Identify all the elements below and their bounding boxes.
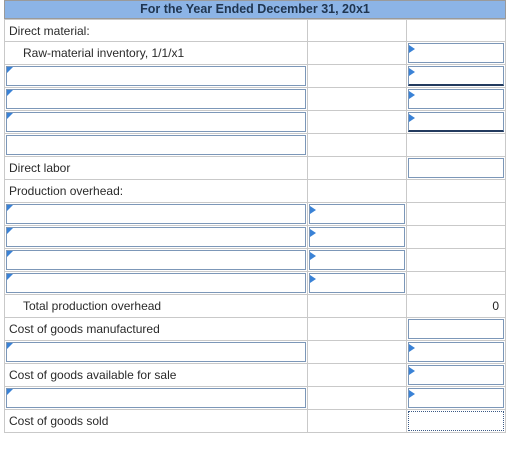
dropdown-marker-icon (7, 343, 13, 349)
dropdown-marker-icon (7, 274, 13, 280)
row-cost-of-goods-available: Cost of goods available for sale (4, 364, 506, 387)
material-entry-3-select[interactable] (6, 112, 306, 132)
row-cost-of-goods-manufactured: Cost of goods manufactured (4, 318, 506, 341)
row-material-entry-2 (4, 88, 506, 111)
row-raw-material-inventory: Raw-material inventory, 1/1/x1 (4, 42, 506, 65)
finished-goods-entry-2-amount-input[interactable] (408, 388, 504, 408)
row-total-production-overhead: Total production overhead 0 (4, 295, 506, 318)
dropdown-marker-icon (7, 113, 13, 119)
cost-of-goods-schedule: Direct material: Raw-material inventory,… (4, 19, 506, 433)
row-finished-goods-entry-1 (4, 341, 506, 364)
dropdown-marker-icon (409, 344, 415, 352)
raw-material-inventory-label: Raw-material inventory, 1/1/x1 (23, 46, 185, 60)
statement-period-title: For the Year Ended December 31, 20x1 (140, 2, 370, 16)
finished-goods-entry-2-select[interactable] (6, 388, 306, 408)
dropdown-marker-icon (409, 367, 415, 375)
cost-of-goods-sold-label: Cost of goods sold (9, 414, 109, 428)
cost-of-goods-available-amount-input[interactable] (408, 365, 504, 385)
dropdown-marker-icon (7, 205, 13, 211)
row-cost-of-goods-sold: Cost of goods sold (4, 410, 506, 433)
row-overhead-entry-2 (4, 226, 506, 249)
production-overhead-label: Production overhead: (9, 184, 124, 198)
cost-of-goods-manufactured-amount-input[interactable] (408, 319, 504, 339)
statement-period-header: For the Year Ended December 31, 20x1 (4, 0, 506, 19)
overhead-entry-1-select[interactable] (6, 204, 306, 224)
cost-of-goods-manufactured-label: Cost of goods manufactured (9, 322, 160, 336)
dropdown-marker-icon (409, 114, 415, 122)
material-entry-2-amount-input[interactable] (408, 89, 504, 109)
dropdown-marker-icon (409, 91, 415, 99)
material-entry-3-amount-input[interactable] (408, 112, 504, 132)
material-entry-2-select[interactable] (6, 89, 306, 109)
row-overhead-entry-3 (4, 249, 506, 272)
cost-of-goods-available-label: Cost of goods available for sale (9, 368, 177, 382)
dropdown-marker-icon (7, 389, 13, 395)
overhead-entry-3-select[interactable] (6, 250, 306, 270)
total-production-overhead-value: 0 (492, 299, 499, 313)
row-material-entry-1 (4, 65, 506, 88)
overhead-entry-2-amount-input[interactable] (309, 227, 405, 247)
dropdown-marker-icon (7, 228, 13, 234)
overhead-entry-1-amount-input[interactable] (309, 204, 405, 224)
row-material-entry-3 (4, 111, 506, 134)
material-entry-4-select[interactable] (6, 135, 306, 155)
finished-goods-entry-1-select[interactable] (6, 342, 306, 362)
raw-material-inventory-amount-input[interactable] (408, 43, 504, 63)
row-finished-goods-entry-2 (4, 387, 506, 410)
row-direct-material: Direct material: (4, 19, 506, 42)
overhead-entry-4-select[interactable] (6, 273, 306, 293)
overhead-entry-3-amount-input[interactable] (309, 250, 405, 270)
row-overhead-entry-4 (4, 272, 506, 295)
row-production-overhead: Production overhead: (4, 180, 506, 203)
dropdown-marker-icon (409, 45, 415, 53)
row-overhead-entry-1 (4, 203, 506, 226)
cost-of-goods-sold-amount-input[interactable] (408, 411, 504, 431)
overhead-entry-4-amount-input[interactable] (309, 273, 405, 293)
material-entry-1-select[interactable] (6, 66, 306, 86)
row-material-entry-4 (4, 134, 506, 157)
row-direct-labor: Direct labor (4, 157, 506, 180)
dropdown-marker-icon (310, 206, 316, 214)
overhead-entry-2-select[interactable] (6, 227, 306, 247)
direct-labor-label: Direct labor (9, 161, 71, 175)
dropdown-marker-icon (409, 390, 415, 398)
dropdown-marker-icon (409, 68, 415, 76)
direct-labor-amount-input[interactable] (408, 158, 504, 178)
finished-goods-entry-1-amount-input[interactable] (408, 342, 504, 362)
material-entry-1-amount-input[interactable] (408, 66, 504, 86)
dropdown-marker-icon (310, 229, 316, 237)
dropdown-marker-icon (7, 251, 13, 257)
dropdown-marker-icon (7, 67, 13, 73)
direct-material-label: Direct material: (9, 24, 90, 38)
dropdown-marker-icon (7, 90, 13, 96)
total-production-overhead-label: Total production overhead (23, 299, 162, 313)
dropdown-marker-icon (310, 252, 316, 260)
dropdown-marker-icon (310, 275, 316, 283)
